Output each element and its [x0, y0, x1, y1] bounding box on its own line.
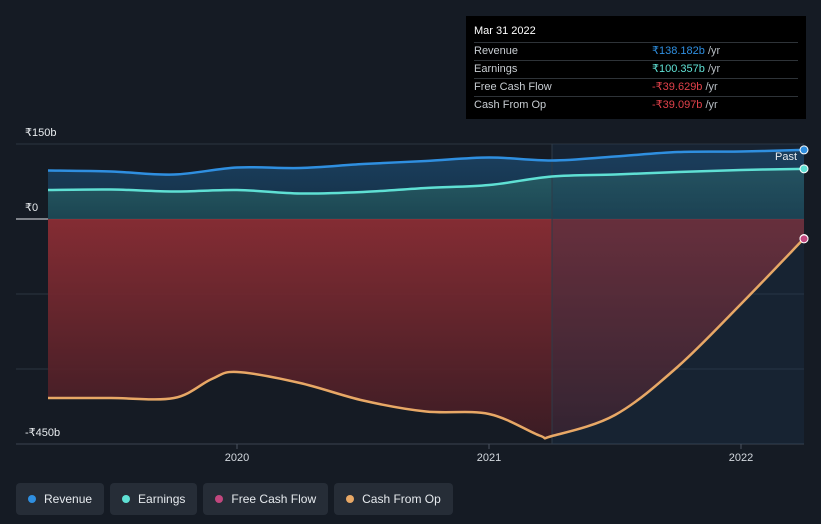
- tooltip-label: Earnings: [474, 63, 518, 75]
- tooltip-value: ₹100.357b: [652, 63, 705, 75]
- earnings-area: [48, 168, 804, 219]
- x-tick-label: 2021: [477, 452, 501, 464]
- series-areas: [48, 149, 804, 439]
- legend-item-free-cash-flow[interactable]: Free Cash Flow: [203, 483, 329, 515]
- cash-from-op-area: [48, 219, 804, 439]
- tooltip-unit: /yr: [702, 81, 718, 93]
- tooltip-date: Mar 31 2022: [474, 25, 536, 37]
- tooltip-label: Revenue: [474, 45, 519, 57]
- tooltip-row-cash-from-op: Cash From Op -₹39.097b /yr: [474, 96, 798, 114]
- cash-from-op-line: [48, 237, 805, 440]
- highlight-rect: [552, 144, 804, 444]
- revenue-end-point: [799, 145, 809, 155]
- legend-label: Free Cash Flow: [231, 492, 317, 506]
- legend-item-cash-from-op[interactable]: Cash From Op: [334, 483, 453, 515]
- tooltip-row-revenue: Revenue ₹138.182b /yr: [474, 42, 798, 60]
- legend-item-revenue[interactable]: Revenue: [16, 483, 105, 515]
- legend-label: Earnings: [138, 492, 186, 506]
- legend-dot-icon: [122, 495, 131, 503]
- revenue-line: [47, 148, 805, 176]
- legend: Revenue Earnings Free Cash Flow Cash Fro…: [16, 483, 453, 515]
- axis-labels: ₹150b ₹0 -₹450b 2020 2021 2022 Past: [25, 127, 797, 464]
- legend-dot-icon: [28, 495, 36, 503]
- y-tick-label: ₹0: [25, 202, 38, 214]
- y-tick-label: ₹150b: [25, 127, 56, 139]
- tooltip-row-free-cash-flow: Free Cash Flow -₹39.629b /yr: [474, 78, 798, 96]
- tooltip-value: ₹138.182b: [652, 45, 705, 57]
- legend-dot-icon: [215, 495, 224, 503]
- y-tick-label: -₹450b: [25, 427, 60, 439]
- tooltip-label: Cash From Op: [474, 99, 547, 111]
- legend-label: Cash From Op: [362, 492, 441, 506]
- legend-label: Revenue: [44, 492, 93, 506]
- tooltip-value: -₹39.629b: [652, 81, 703, 93]
- x-tick-label: 2022: [729, 452, 753, 464]
- series-lines: [47, 145, 809, 440]
- tooltip-value: -₹39.097b: [652, 99, 703, 111]
- tooltip: Mar 31 2022 Revenue ₹138.182b /yr Earnin…: [466, 16, 806, 119]
- legend-dot-icon: [346, 495, 355, 503]
- earnings-line: [47, 167, 805, 195]
- tooltip-label: Free Cash Flow: [474, 81, 552, 93]
- free-cash-flow-end-point: [799, 234, 809, 244]
- tooltip-unit: /yr: [704, 45, 721, 57]
- past-label: Past: [775, 151, 797, 163]
- legend-item-earnings[interactable]: Earnings: [110, 483, 198, 515]
- tooltip-unit: /yr: [704, 63, 721, 75]
- x-tick-label: 2020: [225, 452, 249, 464]
- tooltip-unit: /yr: [702, 99, 718, 111]
- highlight-region: [551, 144, 804, 444]
- earnings-end-point: [799, 164, 809, 174]
- tooltip-row-earnings: Earnings ₹100.357b /yr: [474, 60, 798, 78]
